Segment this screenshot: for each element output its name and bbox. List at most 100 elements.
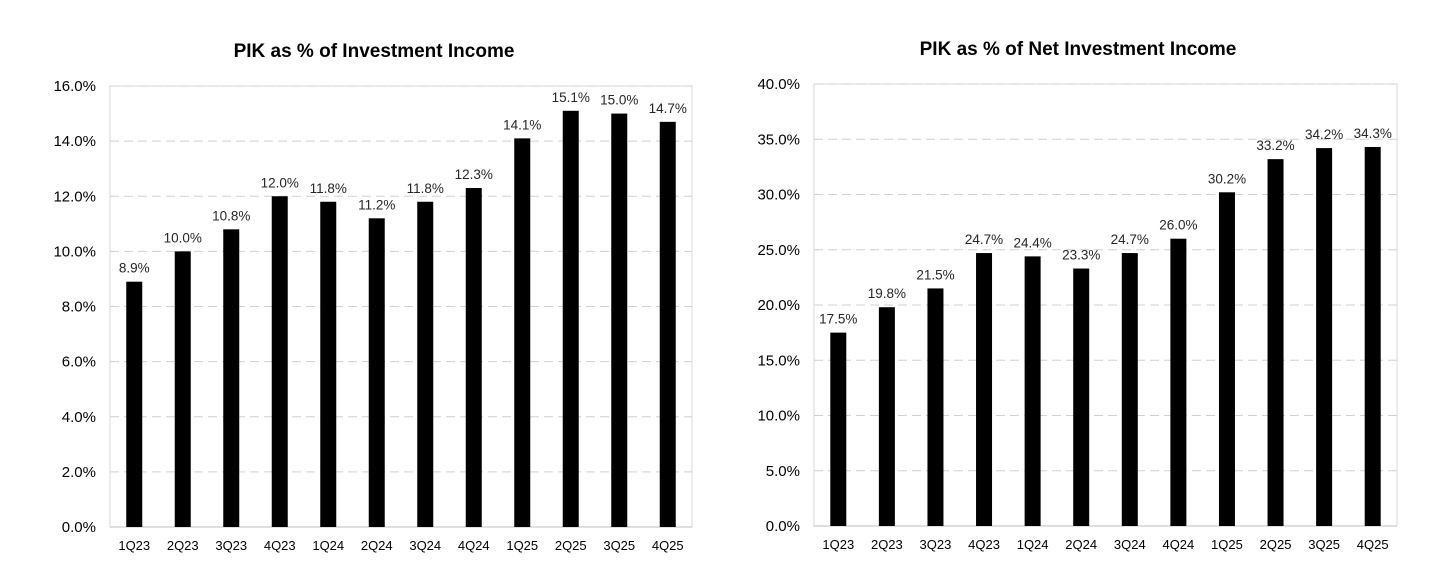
x-category-label: 3Q23 [215,538,247,553]
data-label: 12.0% [261,175,299,190]
data-label: 34.2% [1305,127,1343,142]
data-label: 8.9% [119,261,150,276]
x-category-label: 2Q25 [555,538,587,553]
y-tick-label: 5.0% [766,463,800,480]
y-tick-label: 30.0% [757,187,800,204]
bar [1024,256,1041,526]
data-label: 15.0% [600,93,638,108]
chart-svg-net-investment-income: PIK as % of Net Investment Income 0.0% 5.… [757,39,1398,552]
bar [1218,192,1235,527]
x-category-label: 4Q23 [968,537,1000,552]
x-category-label: 1Q24 [312,538,344,553]
bar [126,281,143,527]
x-category-label: 4Q24 [458,538,490,553]
y-tick-label: 40.0% [757,76,800,93]
x-category-label: 1Q23 [118,538,150,553]
data-label: 17.5% [819,312,857,327]
x-category-label: 4Q23 [264,538,296,553]
data-labels: 8.9% 10.0% 10.8% 12.0% 11.8% 11.2% 11.8% 12.3% 1… [119,90,687,276]
y-tick-label: 35.0% [757,131,800,148]
data-label: 12.3% [455,167,493,182]
gridlines [109,85,693,528]
y-axis-tick-labels: 0.0% 2.0% 4.0% 6.0% 8.0% 10.0% 12.0% 14.0% 16.0% [53,78,96,536]
data-label: 10.0% [164,230,202,245]
x-category-label: 3Q24 [1114,537,1146,552]
bar [465,187,482,527]
x-category-label: 1Q23 [822,537,854,552]
data-label: 24.4% [1013,235,1051,250]
bar [1364,146,1381,527]
data-label: 23.3% [1062,248,1100,263]
chart-title: PIK as % of Net Investment Income [920,39,1237,60]
chart-title: PIK as % of Investment Income [234,41,515,62]
y-tick-label: 6.0% [62,354,96,371]
data-label: 15.1% [552,90,590,105]
data-label: 10.8% [212,208,250,223]
bar [174,251,191,527]
gridlines [813,83,1398,527]
bar [417,201,434,527]
x-category-label: 2Q23 [167,538,199,553]
data-label: 11.2% [358,197,395,212]
bar [611,113,628,527]
bar [878,307,895,526]
x-category-label: 3Q25 [603,538,635,553]
bar [1170,238,1187,526]
y-tick-label: 20.0% [757,297,800,314]
x-category-label: 2Q23 [871,537,903,552]
x-category-label: 1Q24 [1017,537,1049,552]
y-tick-label: 10.0% [53,243,96,260]
chart-pik-net-investment-income: PIK as % of Net Investment Income 0.0% 5.… [728,0,1456,583]
x-axis-category-labels: 1Q23 2Q23 3Q23 4Q23 1Q24 2Q24 3Q24 4Q24 1Q25 2Q25… [822,537,1388,552]
data-label: 26.0% [1159,218,1197,233]
bar [514,138,531,527]
y-axis-tick-labels: 0.0% 5.0% 10.0% 15.0% 20.0% 25.0% 30.0% 35.0% 40… [757,76,800,535]
x-category-label: 3Q25 [1308,537,1340,552]
bar [1267,159,1284,526]
data-label: 11.8% [310,181,347,196]
bars [126,110,676,528]
x-category-label: 2Q25 [1260,537,1292,552]
bar [223,229,240,527]
bar [1073,268,1090,526]
y-tick-label: 0.0% [766,518,800,535]
y-tick-label: 4.0% [62,409,96,426]
x-category-label: 4Q25 [652,538,684,553]
bar [271,196,288,527]
bar [320,201,337,527]
x-category-label: 4Q24 [1162,537,1194,552]
data-labels: 17.5% 19.8% 21.5% 24.7% 24.4% 23.3% 24.7% 26.0%… [819,126,1392,327]
x-axis-category-labels: 1Q23 2Q23 3Q23 4Q23 1Q24 2Q24 3Q24 4Q24 1Q25 2Q25… [118,538,683,553]
y-tick-label: 2.0% [62,464,96,481]
bar [562,110,579,528]
y-tick-label: 25.0% [757,242,800,259]
data-label: 21.5% [916,267,954,282]
y-tick-label: 15.0% [757,352,800,369]
bar [1316,148,1333,526]
x-category-label: 2Q24 [361,538,393,553]
y-tick-label: 8.0% [62,299,96,316]
data-label: 14.1% [503,117,541,132]
bars [830,146,1381,527]
bar [1121,253,1138,526]
bar [927,288,944,526]
x-category-label: 1Q25 [506,538,538,553]
bar [659,121,676,528]
data-label: 30.2% [1208,171,1246,186]
data-label: 34.3% [1354,126,1392,141]
x-category-label: 4Q25 [1357,537,1389,552]
data-label: 24.7% [965,232,1003,247]
x-category-label: 1Q25 [1211,537,1243,552]
data-label: 14.7% [649,101,687,116]
y-tick-label: 0.0% [62,519,96,536]
y-tick-label: 10.0% [757,408,800,425]
x-category-label: 2Q24 [1065,537,1097,552]
x-category-label: 3Q24 [409,538,441,553]
y-tick-label: 12.0% [53,188,96,205]
data-label: 11.8% [407,181,444,196]
y-tick-label: 16.0% [53,78,96,95]
bar [976,253,993,526]
y-tick-label: 14.0% [53,133,96,150]
data-label: 24.7% [1111,232,1149,247]
bar [830,332,847,526]
